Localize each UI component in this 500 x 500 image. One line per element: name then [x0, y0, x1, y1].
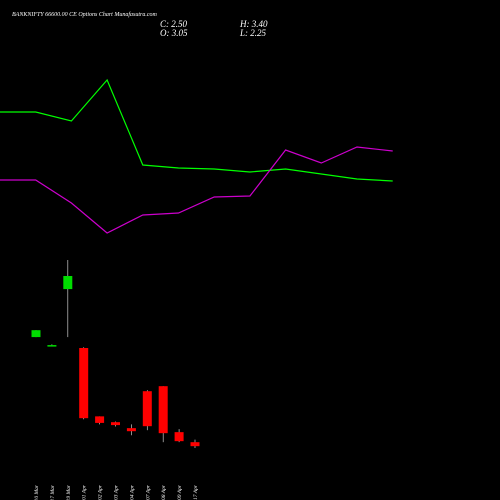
x-tick-label: 10 Mar — [34, 484, 40, 500]
info-high: H: 3.40 — [239, 19, 268, 29]
candle-body — [158, 386, 168, 434]
candle-body — [142, 391, 152, 427]
indicator-line — [0, 146, 393, 234]
info-close: C: 2.50 — [160, 19, 188, 29]
x-tick-label: 03 Apr — [114, 484, 120, 500]
x-tick-label: 17 Mar — [50, 484, 56, 500]
candle-body — [79, 348, 89, 419]
x-tick-label: 17 Apr — [193, 484, 199, 500]
chart-title: BANKNIFTY 66600.00 CE Options Chart Muna… — [12, 11, 158, 18]
candle-body — [174, 432, 184, 442]
x-tick-label: 19 Mar — [66, 484, 72, 500]
x-tick-label: 09 Apr — [177, 484, 183, 500]
x-tick-label: 07 Apr — [145, 484, 151, 500]
candle-body — [111, 422, 120, 426]
candle-body — [126, 428, 136, 432]
info-open: O: 3.05 — [160, 28, 188, 38]
indicator-line — [0, 78, 393, 182]
x-tick-label: 02 Apr — [98, 484, 104, 500]
info-low: L: 2.25 — [239, 28, 267, 38]
candle-body — [47, 345, 57, 347]
x-tick-label: 01 Apr — [82, 484, 88, 500]
candle-body — [190, 442, 200, 447]
candle-body — [95, 416, 105, 423]
candle-body — [63, 276, 73, 290]
x-tick-label: 08 Apr — [161, 484, 167, 500]
candle-body — [31, 330, 41, 338]
x-tick-label: 04 Apr — [128, 484, 135, 500]
